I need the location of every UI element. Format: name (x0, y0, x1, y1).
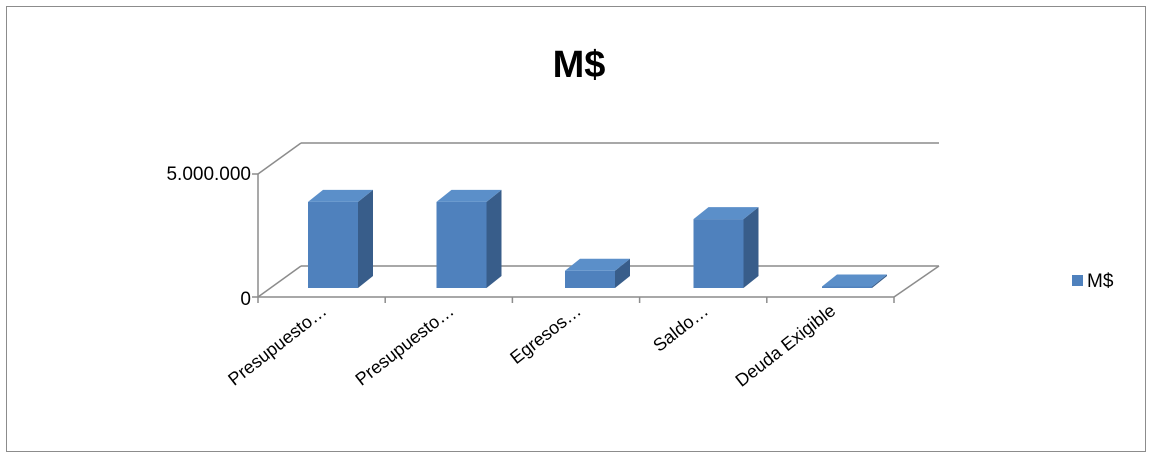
bar-top (436, 189, 502, 202)
chart-svg: M$ 0 5.000.000 Presupuesto… Presupuesto… E… (166, 44, 1114, 391)
category-label-1: Presupuesto… (351, 300, 457, 389)
bar-top (565, 258, 630, 271)
bar-3 (693, 207, 759, 288)
category-label-3: Saldo… (649, 300, 712, 355)
bar-side (872, 274, 887, 288)
bar-4 (822, 274, 887, 288)
category-label-4: Deuda Exigible (731, 300, 839, 390)
category-labels: Presupuesto… Presupuesto… Egresos… Saldo… De… (224, 300, 839, 390)
legend-swatch (1072, 275, 1083, 286)
chart-bars (308, 189, 887, 288)
y-tick-label-0: 0 (240, 289, 251, 310)
bar-1 (436, 189, 502, 288)
floor-right-edge (893, 265, 940, 298)
chart-title: M$ (553, 44, 606, 86)
floor-left-edge (257, 265, 302, 298)
chart-frame: M$ 0 5.000.000 Presupuesto… Presupuesto… E… (6, 6, 1146, 452)
bar-2 (565, 258, 630, 288)
bar-front (693, 219, 744, 288)
bar-front (822, 286, 872, 288)
bar-top (822, 274, 887, 287)
top-depth-line (257, 142, 302, 175)
bar-0 (308, 189, 373, 288)
bar-side (743, 207, 759, 288)
bar-side (358, 189, 373, 288)
y-tick-label-5000000: 5.000.000 (166, 164, 251, 185)
bar-top (308, 189, 373, 202)
bar-side (615, 258, 630, 288)
bar-side (486, 189, 502, 288)
category-label-0: Presupuesto… (224, 300, 330, 389)
category-label-2: Egresos… (506, 300, 585, 368)
legend-label: M$ (1087, 271, 1114, 292)
bar-front (565, 270, 615, 288)
bar-front (436, 201, 487, 288)
bar-front (308, 201, 358, 288)
bar-top (693, 207, 759, 220)
legend: M$ (1072, 271, 1114, 292)
